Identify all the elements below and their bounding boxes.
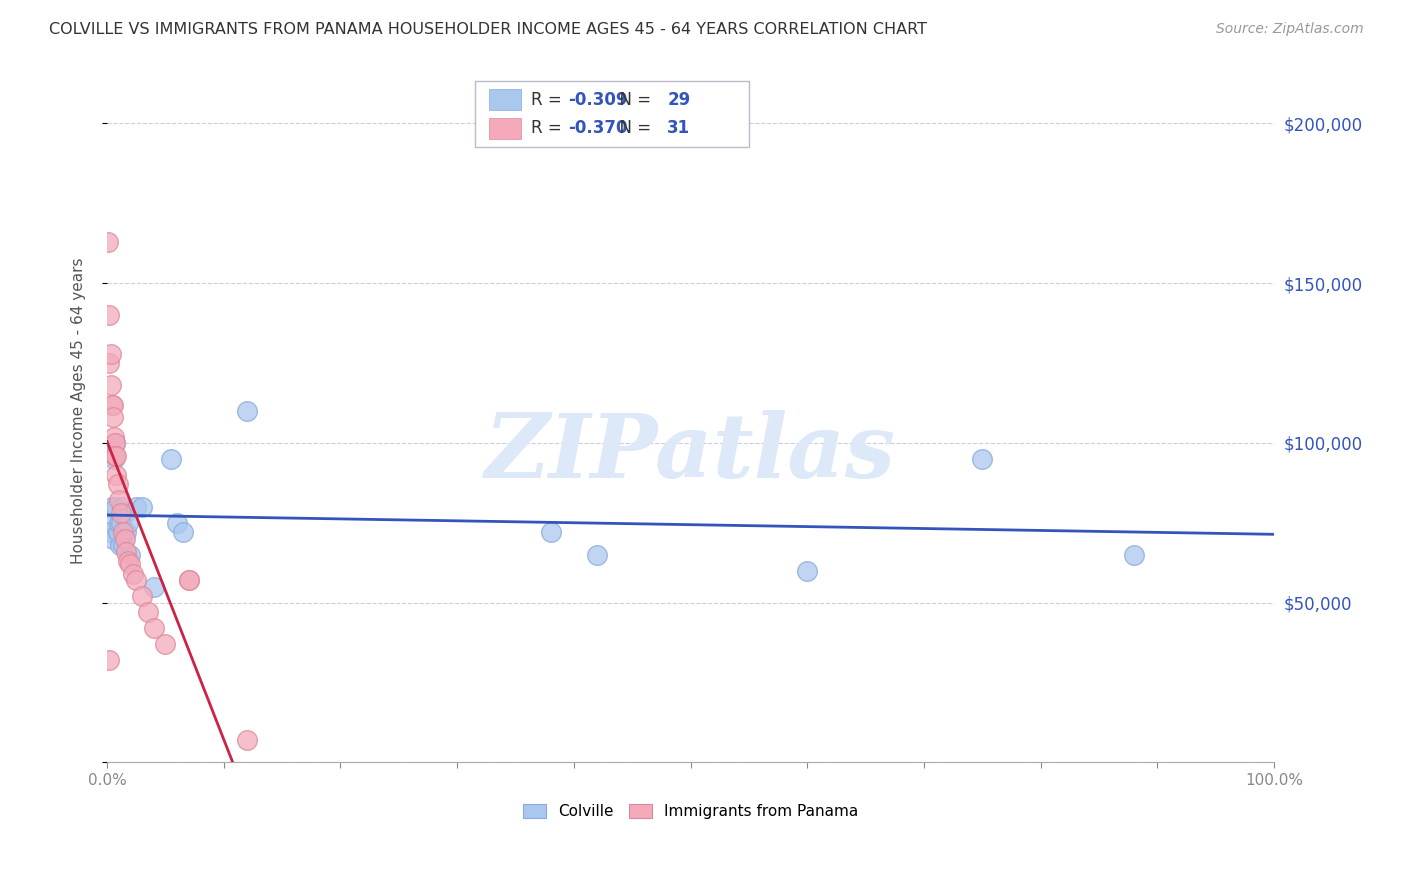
Point: [105, 500, 128, 514]
Point: [110, 516, 132, 530]
Point: [104, 436, 127, 450]
Point: [117, 516, 139, 530]
Text: N =: N =: [609, 120, 657, 137]
Text: R =: R =: [530, 91, 567, 109]
FancyBboxPatch shape: [475, 80, 749, 147]
Bar: [489, 118, 522, 139]
Point: [540, 525, 562, 540]
Point: [796, 564, 818, 578]
Point: [166, 516, 188, 530]
Point: [108, 538, 131, 552]
Point: [100, 500, 122, 514]
Point: [125, 500, 148, 514]
Point: [97, 235, 120, 249]
Point: [104, 436, 127, 450]
Point: [100, 346, 122, 360]
Point: [104, 449, 127, 463]
Point: [114, 525, 136, 540]
Y-axis label: Householder Income Ages 45 - 64 years: Householder Income Ages 45 - 64 years: [72, 258, 86, 565]
Point: [177, 574, 200, 588]
Text: R =: R =: [530, 120, 567, 137]
Text: Source: ZipAtlas.com: Source: ZipAtlas.com: [1216, 22, 1364, 37]
Bar: [489, 89, 522, 111]
Point: [101, 398, 124, 412]
Legend: Colville, Immigrants from Panama: Colville, Immigrants from Panama: [517, 797, 865, 825]
Point: [103, 429, 125, 443]
Point: [114, 506, 136, 520]
Point: [114, 532, 136, 546]
Point: [111, 500, 134, 514]
Text: -0.309: -0.309: [568, 91, 627, 109]
Point: [136, 605, 159, 619]
Point: [112, 525, 135, 540]
Point: [142, 621, 165, 635]
Point: [972, 452, 994, 467]
Point: [107, 493, 129, 508]
Point: [172, 525, 194, 540]
Point: [107, 516, 129, 530]
Point: [100, 378, 122, 392]
Point: [98, 308, 121, 322]
Point: [110, 506, 132, 520]
Point: [1123, 548, 1146, 562]
Point: [125, 574, 148, 588]
Text: COLVILLE VS IMMIGRANTS FROM PANAMA HOUSEHOLDER INCOME AGES 45 - 64 YEARS CORRELA: COLVILLE VS IMMIGRANTS FROM PANAMA HOUSE…: [49, 22, 927, 37]
Point: [103, 452, 125, 467]
Point: [107, 477, 129, 491]
Point: [100, 398, 122, 412]
Point: [155, 637, 177, 651]
Point: [98, 356, 121, 370]
Point: [131, 590, 153, 604]
Point: [112, 538, 135, 552]
Point: [98, 653, 121, 667]
Point: [105, 449, 128, 463]
Point: [131, 500, 153, 514]
Point: [98, 516, 121, 530]
Point: [114, 544, 136, 558]
Point: [121, 566, 143, 581]
Text: N =: N =: [609, 91, 657, 109]
Text: ZIPatlas: ZIPatlas: [485, 410, 896, 497]
Point: [586, 548, 609, 562]
Point: [101, 410, 124, 425]
Point: [236, 733, 259, 747]
Point: [105, 467, 128, 482]
Point: [160, 452, 183, 467]
Point: [101, 532, 124, 546]
Text: 29: 29: [668, 91, 690, 109]
Point: [117, 554, 139, 568]
Text: 31: 31: [668, 120, 690, 137]
Point: [100, 525, 122, 540]
Point: [236, 404, 259, 418]
Point: [120, 558, 142, 572]
Point: [120, 548, 142, 562]
Text: -0.370: -0.370: [568, 120, 627, 137]
Point: [107, 525, 129, 540]
Point: [142, 580, 165, 594]
Point: [177, 574, 200, 588]
